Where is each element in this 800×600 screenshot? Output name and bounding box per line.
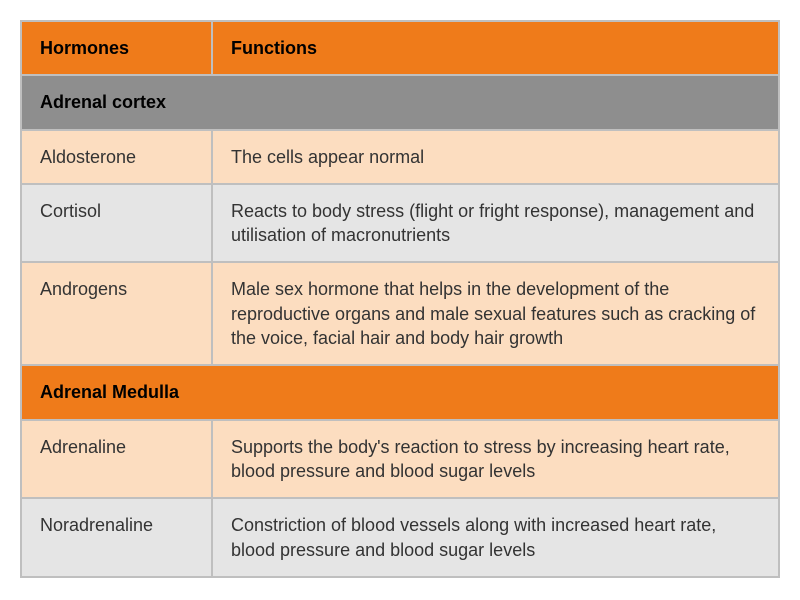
hormone-cell: Cortisol (22, 184, 212, 263)
table-row: Cortisol Reacts to body stress (flight o… (22, 184, 778, 263)
section-header-adrenal-medulla: Adrenal Medulla (22, 365, 778, 419)
table-header-row: Hormones Functions (22, 22, 778, 75)
function-cell: Male sex hormone that helps in the devel… (212, 262, 778, 365)
col-header-functions: Functions (212, 22, 778, 75)
hormone-cell: Androgens (22, 262, 212, 365)
hormone-cell: Adrenaline (22, 420, 212, 499)
table-row: Androgens Male sex hormone that helps in… (22, 262, 778, 365)
function-cell: Constriction of blood vessels along with… (212, 498, 778, 576)
section-header-adrenal-cortex: Adrenal cortex (22, 75, 778, 129)
section-title: Adrenal cortex (22, 75, 778, 129)
hormone-cell: Noradrenaline (22, 498, 212, 576)
hormones-table: Hormones Functions Adrenal cortex Aldost… (20, 20, 780, 578)
col-header-hormones: Hormones (22, 22, 212, 75)
function-cell: Supports the body's reaction to stress b… (212, 420, 778, 499)
table-row: Aldosterone The cells appear normal (22, 130, 778, 184)
hormone-cell: Aldosterone (22, 130, 212, 184)
section-title: Adrenal Medulla (22, 365, 778, 419)
table-body: Hormones Functions Adrenal cortex Aldost… (22, 22, 778, 576)
table-row: Adrenaline Supports the body's reaction … (22, 420, 778, 499)
table: Hormones Functions Adrenal cortex Aldost… (22, 22, 778, 576)
function-cell: Reacts to body stress (flight or fright … (212, 184, 778, 263)
table-row: Noradrenaline Constriction of blood vess… (22, 498, 778, 576)
function-cell: The cells appear normal (212, 130, 778, 184)
